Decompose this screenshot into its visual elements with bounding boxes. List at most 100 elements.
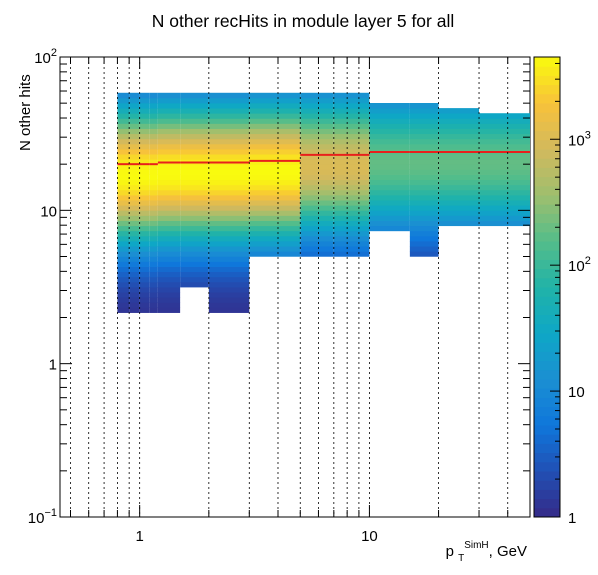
heatmap-cell (117, 138, 130, 145)
heatmap-cell (208, 128, 250, 135)
colorbar-step (534, 250, 560, 260)
heatmap-cell (438, 195, 480, 201)
heatmap-cell (157, 292, 181, 298)
heatmap-cell (409, 143, 439, 150)
heatmap-cell (149, 179, 158, 186)
heatmap-cell (149, 154, 158, 160)
heatmap-cell (180, 230, 209, 237)
x-gridlines (70, 57, 509, 517)
heatmap-cell (479, 205, 530, 211)
colorbar-step (534, 277, 560, 288)
heatmap-cell (249, 205, 301, 211)
heatmap-cell (149, 297, 158, 303)
heatmap-cell (409, 174, 439, 181)
heatmap-cell (157, 138, 181, 145)
colorbar-step (534, 314, 560, 325)
heatmap-cell (300, 241, 334, 247)
heatmap-cell (180, 169, 209, 175)
heatmap-cell (139, 97, 150, 104)
heatmap-cell (157, 302, 181, 308)
heatmap-cell (129, 235, 140, 242)
heatmap-cell (157, 154, 181, 160)
heatmap-cell (139, 251, 150, 257)
heatmap-cell (117, 164, 130, 170)
heatmap-cell (129, 92, 140, 99)
heatmap-cell (249, 210, 301, 216)
colorbar-step (534, 507, 560, 518)
heatmap-cell (117, 92, 130, 99)
heatmap-cell (157, 297, 181, 303)
heatmap-cell (333, 92, 370, 99)
heatmap-cell (129, 133, 140, 140)
heatmap-cell (333, 235, 370, 242)
heatmap-cell (129, 215, 140, 221)
heatmap-cell (208, 92, 250, 99)
heatmap-cell (129, 179, 140, 186)
heatmap-cell (208, 184, 250, 191)
heatmap-cell (117, 251, 130, 257)
heatmap-cells (117, 92, 530, 313)
x-tick-label: 10 (361, 528, 378, 545)
heatmap-cell (117, 287, 130, 293)
heatmap-cell (300, 184, 334, 191)
heatmap-cell (117, 169, 130, 175)
heatmap-cell (300, 92, 334, 99)
heatmap-cell (139, 123, 150, 129)
heatmap-cell (369, 215, 410, 221)
heatmap-cell (438, 205, 480, 211)
heatmap-cell (157, 113, 181, 119)
heatmap-cell (117, 205, 130, 211)
heatmap-cell (180, 210, 209, 216)
heatmap-cell (479, 174, 530, 181)
heatmap-cell (300, 174, 334, 181)
heatmap-cell (149, 266, 158, 273)
colorbar-step (534, 222, 560, 233)
heatmap-cell (129, 266, 140, 273)
heatmap-cell (409, 184, 439, 191)
heatmap-cell (139, 287, 150, 293)
heatmap-cell (180, 205, 209, 211)
heatmap-cell (139, 108, 150, 114)
heatmap-cell (300, 230, 334, 237)
heatmap-cell (149, 149, 158, 155)
heatmap-cell (208, 276, 250, 283)
heatmap-cell (438, 174, 480, 181)
x-axis-label-suffix: , GeV (489, 543, 527, 560)
colorbar-step (534, 296, 560, 306)
heatmap-cell (117, 230, 130, 237)
heatmap-cell (409, 159, 439, 165)
heatmap-cell (208, 281, 250, 288)
heatmap-cell (149, 200, 158, 206)
heatmap-cell (300, 103, 334, 109)
heatmap-cell (139, 200, 150, 206)
heatmap-cell (249, 189, 301, 196)
heatmap-cell (117, 246, 130, 252)
heatmap-cell (479, 128, 530, 135)
heatmap-cell (479, 189, 530, 196)
heatmap-cell (208, 118, 250, 124)
heatmap-cell (129, 230, 140, 237)
heatmap-cell (369, 108, 410, 114)
heatmap-cell (208, 154, 250, 160)
heatmap-cell (139, 215, 150, 221)
heatmap-cell (157, 281, 181, 288)
heatmap-cell (157, 307, 181, 313)
axes: 1 10 10−1 1 10 102 (28, 47, 531, 545)
heatmap-cell (438, 164, 480, 170)
heatmap-cell (180, 246, 209, 252)
heatmap-cell (208, 97, 250, 104)
colorbar-step (534, 195, 560, 205)
heatmap-cell (409, 179, 439, 186)
heatmap-cell (249, 138, 301, 145)
heatmap-cell (333, 123, 370, 129)
heatmap-cell (300, 118, 334, 124)
heatmap-cell (438, 143, 480, 150)
heatmap-cell (180, 174, 209, 181)
heatmap-cell (129, 241, 140, 247)
heatmap-cell (139, 169, 150, 175)
heatmap-cell (333, 143, 370, 150)
y-tick-label: 10−1 (28, 507, 57, 527)
heatmap-cell (409, 241, 439, 247)
heatmap-cell (117, 179, 130, 186)
heatmap-cell (479, 164, 530, 170)
